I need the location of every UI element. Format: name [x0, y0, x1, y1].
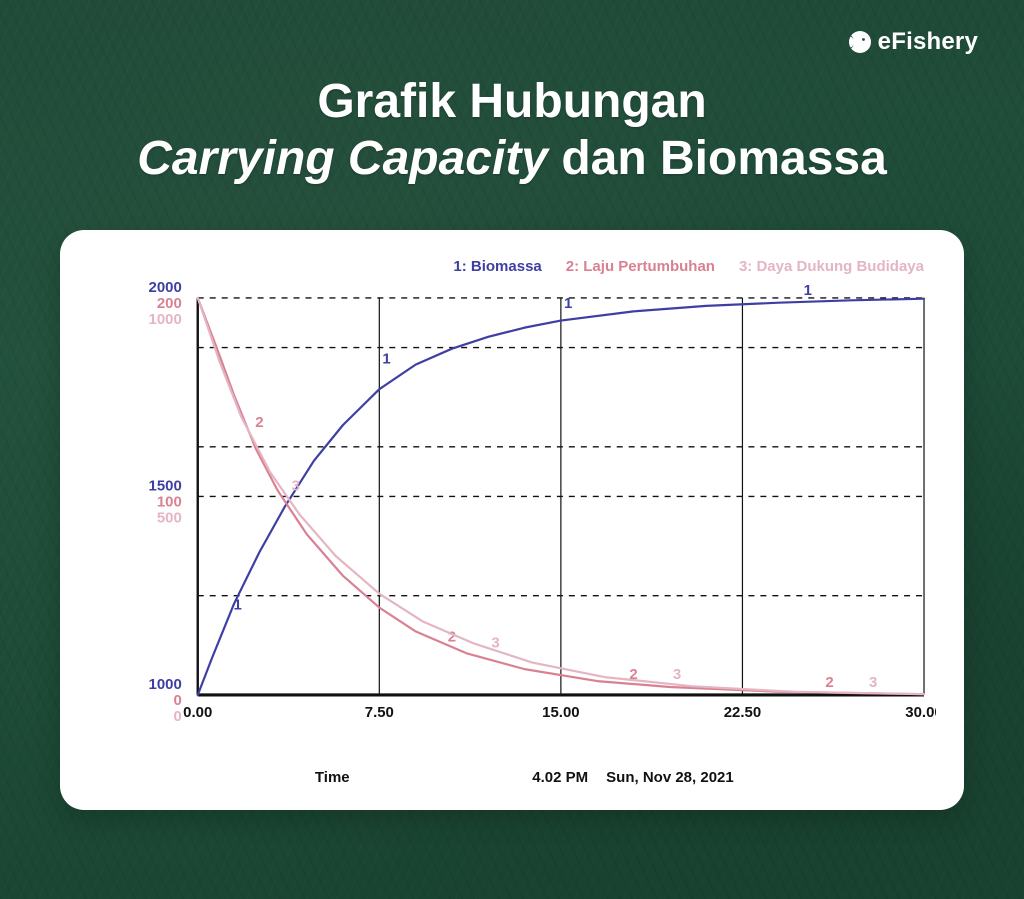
svg-text:2: 2	[448, 628, 456, 645]
svg-text:0: 0	[173, 708, 181, 725]
chart-wrap: 1: Biomassa 2: Laju Pertumbuhan 3: Daya …	[90, 258, 936, 786]
title-line-2: Carrying Capacity dan Biomassa	[0, 131, 1024, 188]
svg-text:2: 2	[825, 674, 833, 691]
svg-text:1000: 1000	[149, 311, 182, 328]
svg-text:3: 3	[292, 477, 300, 494]
svg-text:1: 1	[564, 295, 572, 312]
svg-text:3: 3	[673, 666, 681, 683]
title-tail-text: dan Biomassa	[561, 132, 886, 185]
svg-text:3: 3	[869, 674, 877, 691]
svg-text:100: 100	[157, 493, 182, 510]
svg-text:1: 1	[804, 282, 812, 299]
chart-footer: Time 4.02 PM Sun, Nov 28, 2021	[90, 769, 936, 786]
page-title: Grafik Hubungan Carrying Capacity dan Bi…	[0, 74, 1024, 187]
chart-timestamp: 4.02 PM Sun, Nov 28, 2021	[532, 769, 733, 786]
svg-text:1: 1	[382, 350, 390, 367]
title-line-1: Grafik Hubungan	[0, 74, 1024, 131]
svg-text:30.00: 30.00	[905, 704, 936, 721]
svg-text:15.00: 15.00	[542, 704, 579, 721]
chart-card: 1: Biomassa 2: Laju Pertumbuhan 3: Daya …	[60, 230, 964, 810]
svg-text:500: 500	[157, 509, 182, 526]
svg-text:7.50: 7.50	[365, 704, 394, 721]
chart-svg: 0.007.5015.0022.5030.0010000015001005002…	[90, 258, 936, 785]
svg-text:0.00: 0.00	[183, 704, 212, 721]
efishery-logo-icon	[848, 30, 872, 54]
brand-logo-block: eFishery	[848, 28, 978, 56]
svg-text:3: 3	[491, 634, 499, 651]
svg-text:1: 1	[234, 597, 242, 614]
svg-text:200: 200	[157, 295, 182, 312]
x-axis-label: Time	[292, 769, 372, 786]
svg-text:2: 2	[255, 414, 263, 431]
svg-text:1000: 1000	[149, 676, 182, 693]
svg-text:22.50: 22.50	[724, 704, 761, 721]
chart-time: 4.02 PM	[532, 769, 588, 786]
svg-text:1500: 1500	[149, 477, 182, 494]
svg-text:0: 0	[173, 692, 181, 709]
chart-date: Sun, Nov 28, 2021	[606, 769, 734, 786]
title-italic: Carrying Capacity	[137, 132, 548, 185]
brand-text: eFishery	[878, 28, 978, 56]
svg-text:2000: 2000	[149, 279, 182, 296]
